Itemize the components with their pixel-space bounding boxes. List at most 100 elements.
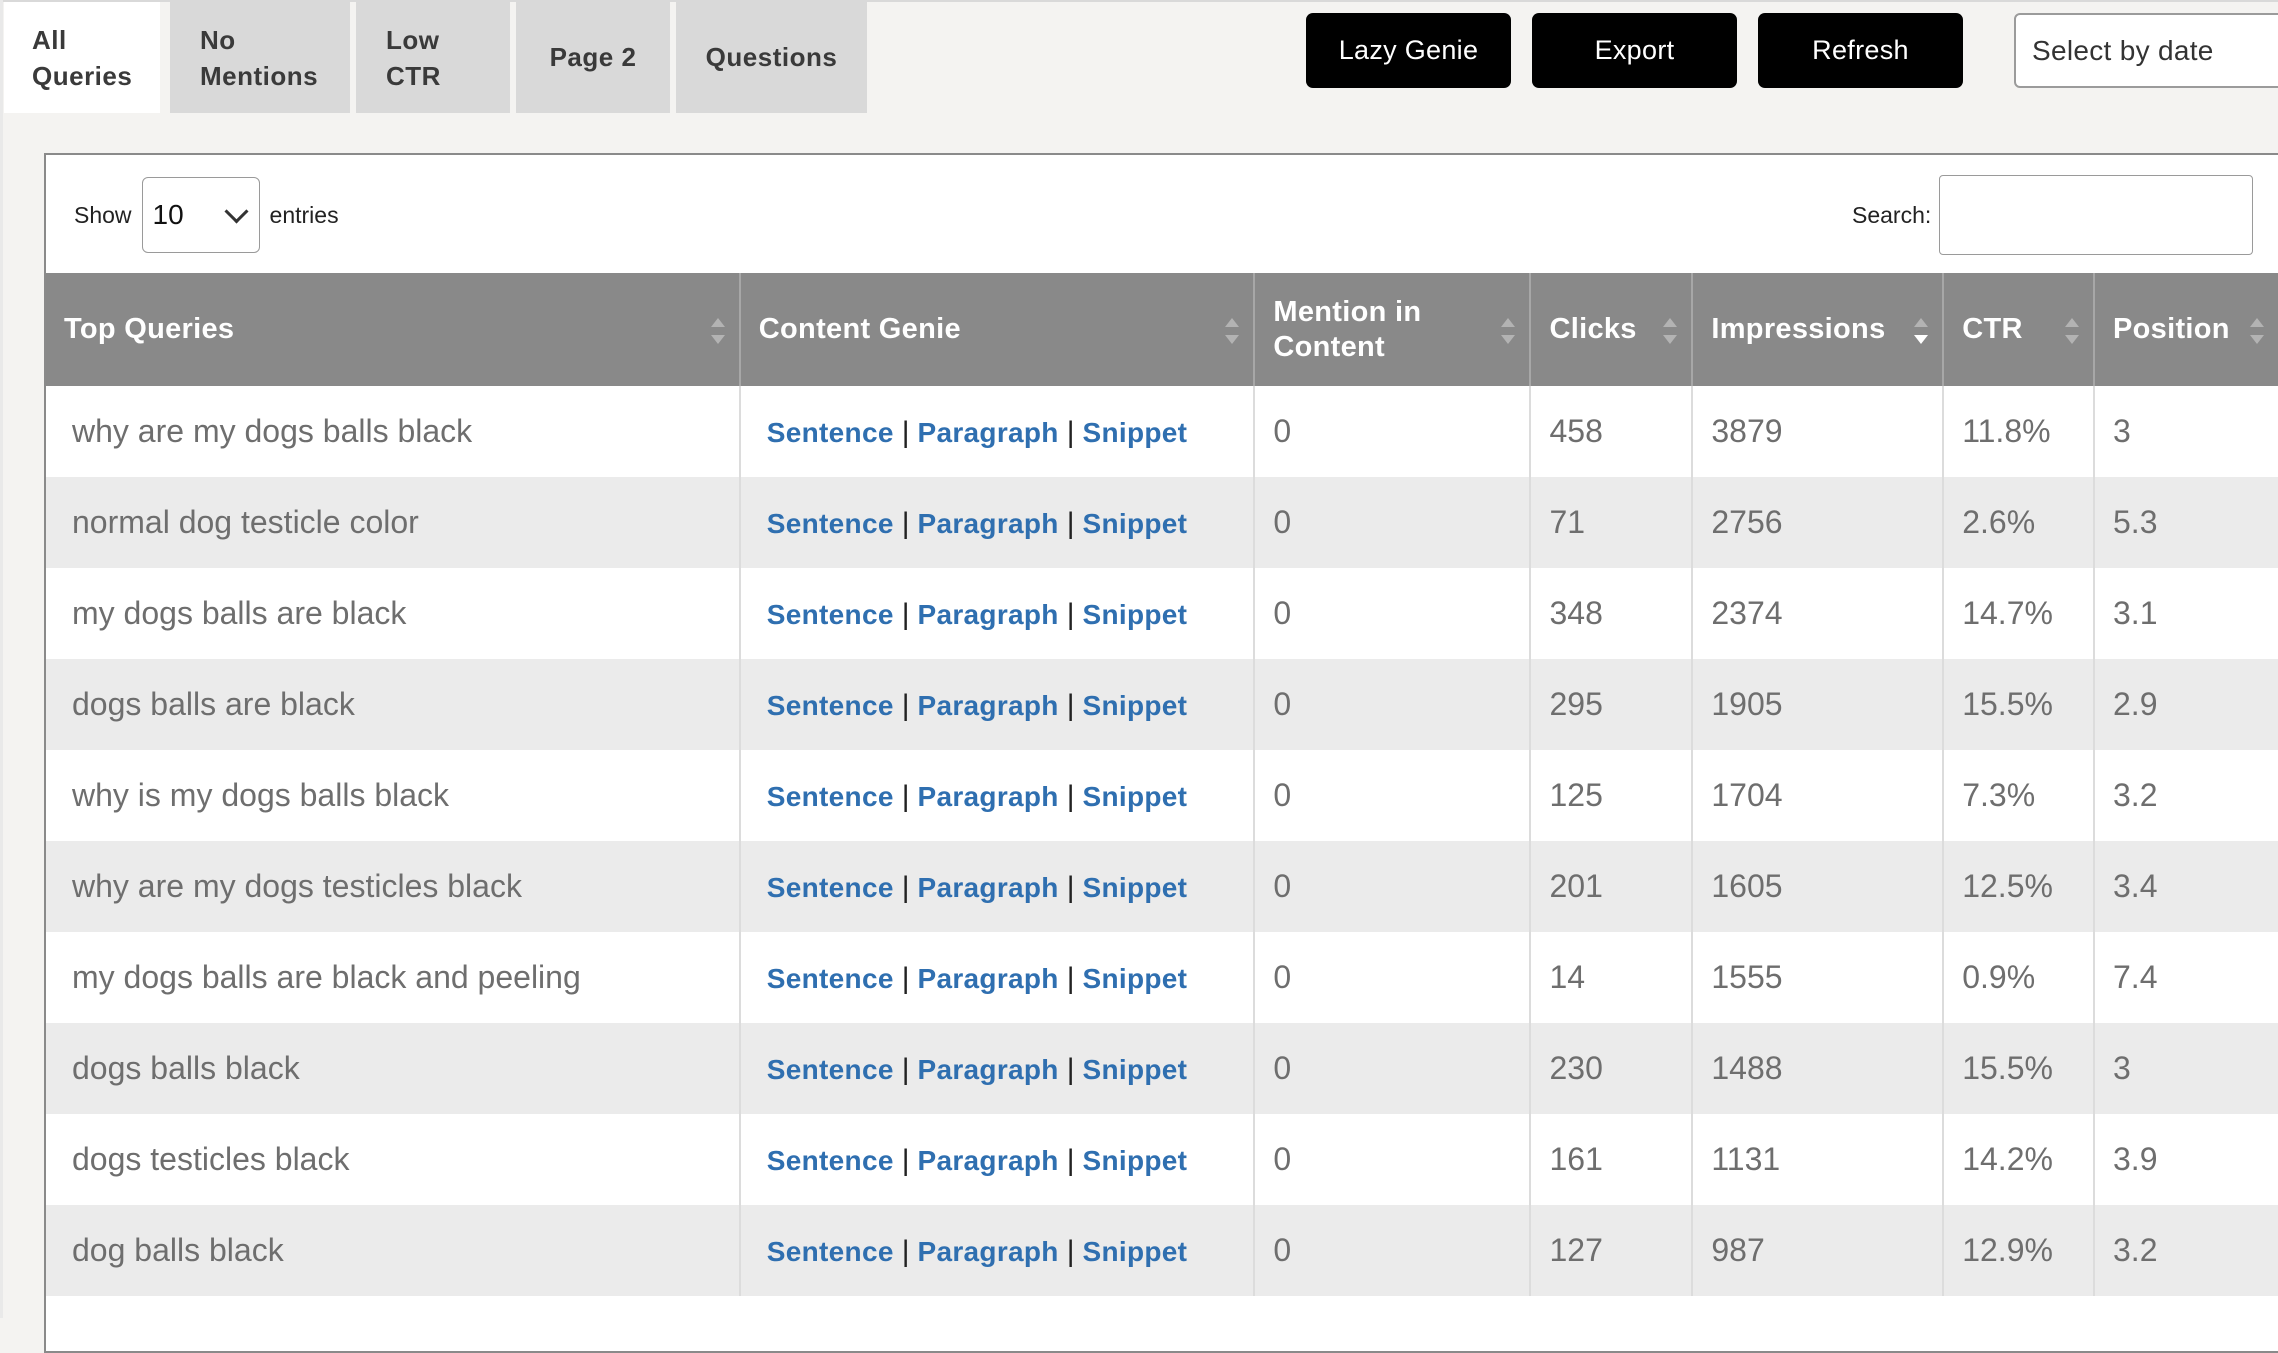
sentence-link[interactable]: Sentence [766, 1236, 894, 1267]
ctr-cell: 12.5% [1943, 841, 2095, 932]
snippet-link[interactable]: Snippet [1082, 599, 1188, 630]
table-header-row: Top Queries Content Genie Mention in Con… [46, 273, 2278, 386]
position-cell: 3 [2094, 386, 2278, 477]
paragraph-link[interactable]: Paragraph [917, 963, 1059, 994]
ctr-cell: 0.9% [1943, 932, 2095, 1023]
sentence-link[interactable]: Sentence [766, 872, 894, 903]
column-header-mention-in-content[interactable]: Mention in Content [1254, 273, 1532, 386]
left-border [0, 0, 3, 1318]
sentence-link[interactable]: Sentence [766, 599, 894, 630]
link-separator: | [901, 780, 910, 813]
link-separator: | [901, 416, 910, 449]
mention-cell: 0 [1254, 750, 1532, 841]
snippet-link[interactable]: Snippet [1082, 963, 1188, 994]
ctr-cell: 15.5% [1943, 1023, 2095, 1114]
position-cell: 2.9 [2094, 659, 2278, 750]
sentence-link[interactable]: Sentence [766, 417, 894, 448]
refresh-button[interactable]: Refresh [1758, 13, 1963, 88]
paragraph-link[interactable]: Paragraph [917, 599, 1059, 630]
sort-icon [2065, 316, 2079, 346]
clicks-cell: 161 [1530, 1114, 1694, 1205]
content-genie-cell: Sentence | Paragraph | Snippet [739, 477, 1256, 568]
date-select[interactable]: Select by date [2014, 13, 2278, 88]
show-label: Show [74, 201, 132, 228]
mention-cell: 0 [1254, 1114, 1532, 1205]
query-cell: dogs balls black [46, 1023, 741, 1114]
column-header-impressions[interactable]: Impressions [1692, 273, 1945, 386]
sort-icon [2250, 316, 2264, 346]
impressions-cell: 1605 [1692, 841, 1945, 932]
paragraph-link[interactable]: Paragraph [917, 417, 1059, 448]
paragraph-link[interactable]: Paragraph [917, 1054, 1059, 1085]
snippet-link[interactable]: Snippet [1082, 781, 1188, 812]
tab-all-queries[interactable]: All Queries [4, 2, 160, 113]
tab-page-2[interactable]: Page 2 [516, 2, 670, 113]
tab-label: No [200, 24, 236, 55]
column-header-content-genie[interactable]: Content Genie [739, 273, 1256, 386]
search-control: Search: [1852, 175, 2254, 255]
column-header-clicks[interactable]: Clicks [1530, 273, 1694, 386]
clicks-cell: 127 [1530, 1205, 1694, 1296]
export-button[interactable]: Export [1532, 13, 1737, 88]
table-row: my dogs balls are black Sentence | Paragrap… [46, 568, 2278, 659]
column-header-position[interactable]: Position [2094, 273, 2278, 386]
table-row: normal dog testicle color Sentence | Paragr… [46, 477, 2278, 568]
ctr-cell: 12.9% [1943, 1205, 2095, 1296]
impressions-cell: 2756 [1692, 477, 1945, 568]
table-row: dog balls black Sentence | Paragraph | Snippe… [46, 1205, 2278, 1296]
snippet-link[interactable]: Snippet [1082, 690, 1188, 721]
tab-no-mentions[interactable]: No Mentions [170, 2, 350, 113]
sentence-link[interactable]: Sentence [766, 963, 894, 994]
column-header-ctr[interactable]: CTR [1943, 273, 2095, 386]
snippet-link[interactable]: Snippet [1082, 872, 1188, 903]
position-cell: 3.9 [2094, 1114, 2278, 1205]
paragraph-link[interactable]: Paragraph [917, 872, 1059, 903]
sentence-link[interactable]: Sentence [766, 690, 894, 721]
snippet-link[interactable]: Snippet [1082, 1236, 1188, 1267]
link-separator: | [1066, 1053, 1075, 1086]
paragraph-link[interactable]: Paragraph [917, 1145, 1059, 1176]
content-genie-cell: Sentence | Paragraph | Snippet [739, 932, 1256, 1023]
tab-label: All [32, 24, 67, 55]
paragraph-link[interactable]: Paragraph [917, 690, 1059, 721]
column-header-label: Mention in [1273, 295, 1422, 328]
column-header-label: Impressions [1711, 313, 1886, 345]
content-genie-cell: Sentence | Paragraph | Snippet [739, 659, 1256, 750]
link-separator: | [901, 962, 910, 995]
sentence-link[interactable]: Sentence [766, 508, 894, 539]
column-header-top-queries[interactable]: Top Queries [46, 273, 741, 386]
position-cell: 5.3 [2094, 477, 2278, 568]
paragraph-link[interactable]: Paragraph [917, 1236, 1059, 1267]
search-input[interactable] [1939, 175, 2254, 255]
queries-table: Top Queries Content Genie Mention in Con… [46, 273, 2278, 1296]
link-separator: | [901, 598, 910, 631]
ctr-cell: 11.8% [1943, 386, 2095, 477]
snippet-link[interactable]: Snippet [1082, 1145, 1188, 1176]
paragraph-link[interactable]: Paragraph [917, 508, 1059, 539]
sentence-link[interactable]: Sentence [766, 1054, 894, 1085]
paragraph-link[interactable]: Paragraph [917, 781, 1059, 812]
snippet-link[interactable]: Snippet [1082, 417, 1188, 448]
content-genie-cell: Sentence | Paragraph | Snippet [739, 386, 1256, 477]
column-header-label: Top Queries [64, 313, 235, 345]
tab-questions[interactable]: Questions [676, 2, 867, 113]
mention-cell: 0 [1254, 841, 1532, 932]
sentence-link[interactable]: Sentence [766, 1145, 894, 1176]
column-header-label: Content Genie [758, 313, 961, 345]
snippet-link[interactable]: Snippet [1082, 508, 1188, 539]
link-separator: | [1066, 780, 1075, 813]
tab-label: Mentions [200, 60, 319, 91]
link-separator: | [901, 1053, 910, 1086]
entries-select[interactable]: 10 [141, 177, 260, 253]
query-cell: my dogs balls are black and peeling [46, 932, 741, 1023]
sentence-link[interactable]: Sentence [766, 781, 894, 812]
sort-icon [1501, 316, 1516, 346]
clicks-cell: 71 [1530, 477, 1694, 568]
tab-label: CTR [386, 60, 441, 91]
tab-low-ctr[interactable]: Low CTR [356, 2, 510, 113]
query-cell: my dogs balls are black [46, 568, 741, 659]
lazy-genie-button[interactable]: Lazy Genie [1306, 13, 1511, 88]
position-cell: 7.4 [2094, 932, 2278, 1023]
snippet-link[interactable]: Snippet [1082, 1054, 1188, 1085]
sort-icon [1663, 316, 1678, 346]
